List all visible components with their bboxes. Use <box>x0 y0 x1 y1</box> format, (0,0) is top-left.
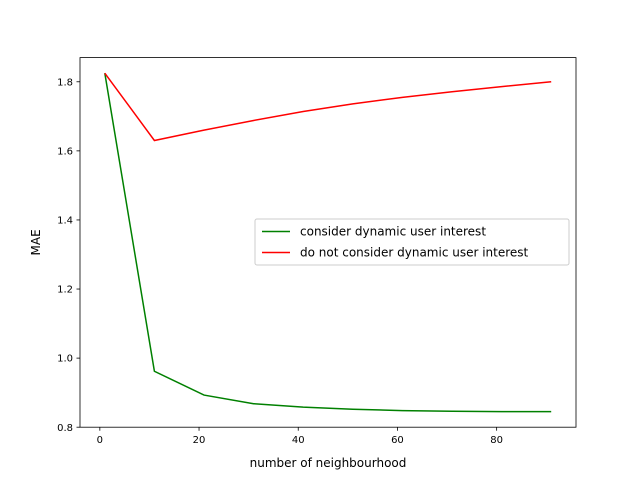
x-tick-label: 80 <box>490 435 503 446</box>
legend-box <box>254 218 570 266</box>
x-tick-label: 60 <box>391 435 404 446</box>
x-tick-label: 0 <box>97 435 103 446</box>
series-line-2 <box>104 72 552 142</box>
legend-label-2: do not consider dynamic user interest <box>300 246 529 260</box>
x-axis-ticks: 0 20 40 60 80 <box>97 427 503 446</box>
y-tick-label: 1.8 <box>57 77 73 88</box>
legend-label-1: consider dynamic user interest <box>300 225 486 239</box>
y-axis-ticks: 0.8 1.0 1.2 1.4 1.6 1.8 <box>57 77 80 434</box>
plot-area-frame <box>79 57 577 428</box>
y-axis-label: MAE <box>29 229 43 255</box>
y-tick-label: 1.6 <box>57 146 73 157</box>
y-tick-label: 0.8 <box>57 423 73 434</box>
x-axis-label: number of neighbourhood <box>250 456 407 470</box>
y-tick-label: 1.4 <box>57 216 73 227</box>
legend: consider dynamic user interest do not con… <box>254 218 570 266</box>
x-tick-label: 40 <box>292 435 305 446</box>
series-line-1 <box>104 73 552 413</box>
y-tick-label: 1.0 <box>57 354 73 365</box>
y-tick-label: 1.2 <box>57 285 73 296</box>
series-lines <box>104 72 552 413</box>
x-tick-label: 20 <box>193 435 206 446</box>
